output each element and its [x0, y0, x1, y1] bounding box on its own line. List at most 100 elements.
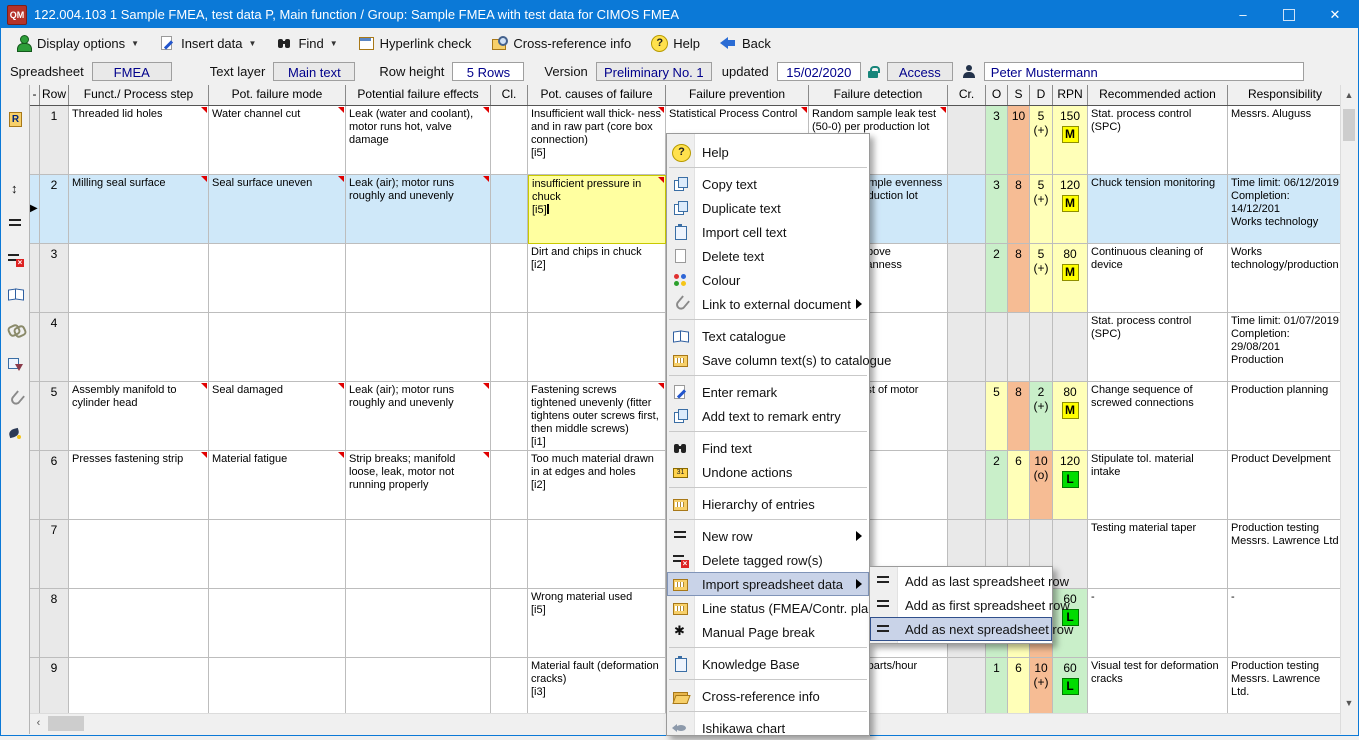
sidebar-tool-paperclip-icon[interactable] [7, 391, 24, 412]
column-header-failure-prevention[interactable]: Failure prevention [666, 85, 809, 105]
row-select-cell[interactable] [30, 451, 40, 520]
menu-item-link-to-external-document[interactable]: Link to external document [667, 292, 869, 316]
cell-effects[interactable] [346, 244, 491, 313]
cell-d[interactable]: 5 (+) [1030, 175, 1053, 244]
cell-funct[interactable] [69, 244, 209, 313]
cell-resp[interactable]: - [1228, 589, 1343, 658]
cell-d[interactable]: 10 (o) [1030, 451, 1053, 520]
minimize-button[interactable]: – [1220, 1, 1266, 28]
menu-item-save-column-text-s-to-catalogue[interactable]: Save column text(s) to catalogue [667, 348, 869, 372]
column-header-rpn[interactable]: RPN [1053, 85, 1088, 105]
column-header-cr-[interactable]: Cr. [948, 85, 986, 105]
column-header-d[interactable]: D [1030, 85, 1053, 105]
vertical-scrollbar[interactable]: ▲ ▼ [1340, 85, 1357, 734]
cell-d[interactable] [1030, 313, 1053, 382]
cell-cl[interactable] [491, 382, 528, 451]
column-header-o[interactable]: O [986, 85, 1008, 105]
cell-mode[interactable] [209, 520, 346, 589]
cell-o[interactable]: 3 [986, 106, 1008, 175]
row-select-cell[interactable] [30, 106, 40, 175]
cell-resp[interactable]: Production planning [1228, 382, 1343, 451]
cell-cl[interactable] [491, 658, 528, 714]
sidebar-tool-windows-icon[interactable] [7, 146, 24, 167]
row-select-cell[interactable] [30, 244, 40, 313]
cell-effects[interactable]: Leak (air); motor runs roughly and uneve… [346, 382, 491, 451]
row-select-cell[interactable]: ▶ [30, 175, 40, 244]
cell-cr[interactable] [948, 451, 986, 520]
scroll-up-arrow-icon[interactable]: ▲ [1341, 87, 1357, 104]
cell-funct[interactable]: Assembly manifold to cylinder head [69, 382, 209, 451]
sidebar-tool-rdoc-icon[interactable] [7, 111, 24, 132]
cell-funct[interactable] [69, 313, 209, 382]
cell-s[interactable]: 8 [1008, 175, 1030, 244]
access-button[interactable]: Access [887, 62, 953, 81]
menu-item-undone-actions[interactable]: Undone actions [667, 460, 869, 484]
row-number-cell[interactable]: 8 [40, 589, 69, 658]
sidebar-tool-copy-arrow-icon[interactable] [7, 356, 24, 377]
row-number-cell[interactable]: 9 [40, 658, 69, 714]
cell-mode[interactable] [209, 658, 346, 714]
menu-item-delete-text[interactable]: Delete text [667, 244, 869, 268]
cell-effects[interactable] [346, 658, 491, 714]
cell-action[interactable]: Stat. process control (SPC) [1088, 313, 1228, 382]
cell-funct[interactable]: Milling seal surface [69, 175, 209, 244]
cell-cr[interactable] [948, 244, 986, 313]
menu-item-add-as-first-spreadsheet-row[interactable]: Add as first spreadsheet row [870, 593, 1052, 617]
cell-causes[interactable]: Wrong material used [i5] [528, 589, 666, 658]
toolbar-button-cross-reference-info[interactable]: Cross-reference info [484, 32, 638, 54]
cell-effects[interactable]: Strip breaks; manifold loose, leak, moto… [346, 451, 491, 520]
column-header-failure-detection[interactable]: Failure detection [809, 85, 948, 105]
cell-cr[interactable] [948, 313, 986, 382]
cell-resp[interactable]: Product Develpment [1228, 451, 1343, 520]
cell-s[interactable]: 6 [1008, 658, 1030, 714]
row-number-cell[interactable]: 1 [40, 106, 69, 175]
row-number-cell[interactable]: 6 [40, 451, 69, 520]
cell-effects[interactable] [346, 313, 491, 382]
cell-s[interactable]: 6 [1008, 451, 1030, 520]
toolbar-button-help[interactable]: Help [644, 32, 707, 55]
cell-resp[interactable]: Production testing Messrs. Lawrence Ltd [1228, 520, 1343, 589]
cell-d[interactable]: 10 (+) [1030, 658, 1053, 714]
row-select-cell[interactable] [30, 520, 40, 589]
lock-icon[interactable] [867, 65, 879, 79]
row-select-cell[interactable] [30, 382, 40, 451]
cell-mode[interactable] [209, 244, 346, 313]
user-icon[interactable] [961, 64, 978, 80]
cell-cl[interactable] [491, 106, 528, 175]
menu-item-add-text-to-remark-entry[interactable]: Add text to remark entry [667, 404, 869, 428]
cell-cl[interactable] [491, 520, 528, 589]
cell-mode[interactable]: Water channel cut [209, 106, 346, 175]
scroll-down-arrow-icon[interactable]: ▼ [1341, 695, 1357, 712]
cell-action[interactable]: Change sequence of screwed connections [1088, 382, 1228, 451]
cell-effects[interactable]: Leak (water and coolant), motor runs hot… [346, 106, 491, 175]
row-number-cell[interactable]: 4 [40, 313, 69, 382]
cell-o[interactable]: 3 [986, 175, 1008, 244]
cell-action[interactable]: Testing material taper [1088, 520, 1228, 589]
menu-item-copy-text[interactable]: Copy text [667, 172, 869, 196]
cell-o[interactable]: 2 [986, 451, 1008, 520]
cell-d[interactable]: 2 (+) [1030, 382, 1053, 451]
cell-causes[interactable]: Material fault (deformation cracks) [i3] [528, 658, 666, 714]
cell-funct[interactable] [69, 520, 209, 589]
cell-o[interactable]: 1 [986, 658, 1008, 714]
cell-mode[interactable]: Material fatigue [209, 451, 346, 520]
menu-item-import-cell-text[interactable]: Import cell text [667, 220, 869, 244]
column-header-s[interactable]: S [1008, 85, 1030, 105]
cell-causes[interactable] [528, 313, 666, 382]
column-header-cl-[interactable]: Cl. [491, 85, 528, 105]
cell-funct[interactable]: Threaded lid holes [69, 106, 209, 175]
menu-item-knowledge-base[interactable]: Knowledge Base [667, 652, 869, 676]
toolbar-button-hyperlink-check[interactable]: Hyperlink check [351, 32, 479, 54]
cell-causes[interactable]: Insufficient wall thick- ness and in raw… [528, 106, 666, 175]
cell-action[interactable]: Stipulate tol. material intake [1088, 451, 1228, 520]
cell-s[interactable]: 8 [1008, 382, 1030, 451]
cell-cr[interactable] [948, 658, 986, 714]
cell-cr[interactable] [948, 106, 986, 175]
cell-resp[interactable]: Time limit: 06/12/2019 Completion: 14/12… [1228, 175, 1343, 244]
column-header-responsibility[interactable]: Responsibility [1228, 85, 1343, 105]
row-select-cell[interactable] [30, 658, 40, 714]
horizontal-scroll-thumb[interactable] [48, 716, 84, 731]
